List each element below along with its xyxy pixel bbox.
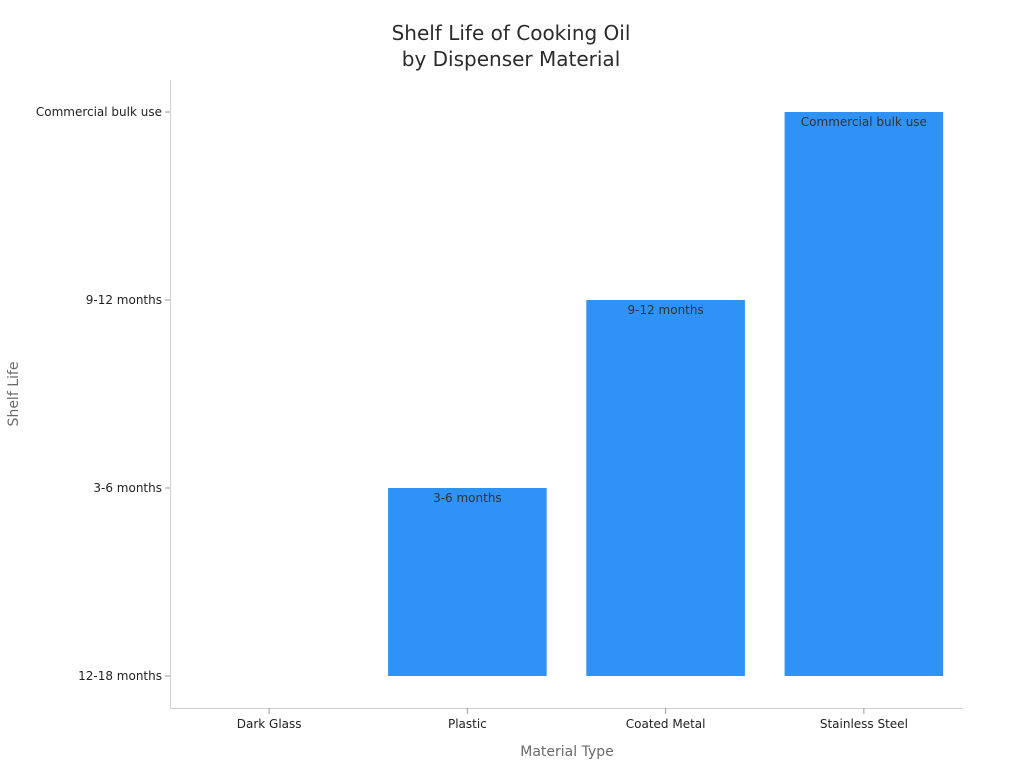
bar-coated-metal [586,300,745,676]
y-axis-title: Shelf Life [6,362,22,427]
data-label: 9-12 months [628,303,704,317]
y-tick-label: 9-12 months [86,293,162,307]
data-label: 3-6 months [433,491,502,505]
x-tick-label: Dark Glass [237,717,302,731]
y-tick-label: 3-6 months [93,481,162,495]
y-tick-label: 12-18 months [78,669,162,683]
x-tick-label: Plastic [448,717,487,731]
bars-group [388,112,944,676]
x-tick-label: Coated Metal [626,717,706,731]
x-tick-label: Stainless Steel [820,717,908,731]
y-tick-label: Commercial bulk use [36,105,162,119]
x-axis-title: Material Type [520,744,613,760]
y-ticks-group: 12-18 months 3-6 months 9-12 months Commerc… [36,105,170,683]
data-labels-group: 3-6 months 9-12 months Commercial bulk use [433,115,927,505]
x-ticks-group: Dark Glass Plastic Coated Metal Stainless S… [237,708,908,731]
bar-plastic [388,488,547,676]
chart-title: Shelf Life of Cooking Oil by Dispenser M… [392,21,631,71]
bar-stainless-steel [784,112,944,676]
chart-title-line-1: Shelf Life of Cooking Oil [392,21,631,45]
data-label: Commercial bulk use [801,115,927,129]
chart-title-line-2: by Dispenser Material [402,47,621,71]
